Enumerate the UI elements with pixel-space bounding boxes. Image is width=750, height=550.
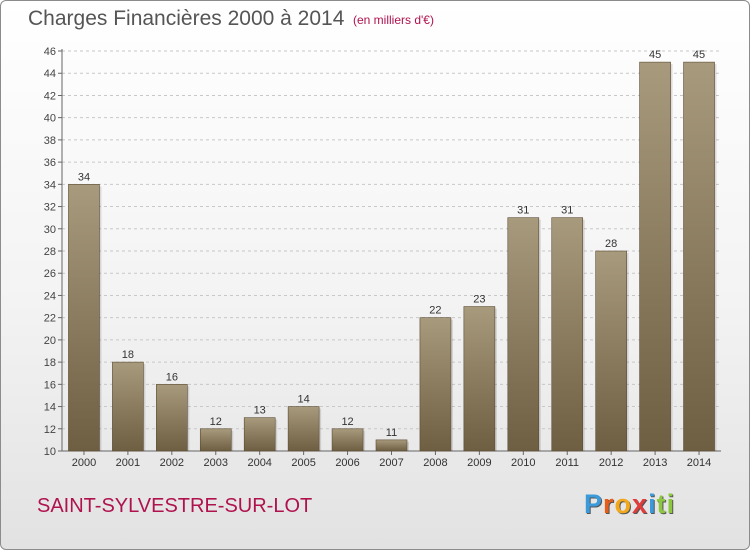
y-tick-label: 10 — [44, 446, 56, 458]
x-tick-label-2010: 2010 — [511, 457, 535, 469]
value-label-2002: 16 — [166, 371, 178, 383]
y-tick-label: 12 — [44, 424, 56, 436]
bar-2002 — [156, 384, 188, 452]
x-tick-label-2008: 2008 — [423, 457, 447, 469]
logo-letter: i — [666, 489, 676, 519]
bar-2014 — [683, 61, 715, 452]
labels: 34 2000 18 2001 16 2002 12 2003 13 2004 14 2005 12 20… — [72, 49, 712, 469]
y-tick-label: 42 — [44, 90, 56, 102]
logo-letter: r — [603, 489, 615, 519]
value-label-2007: 11 — [386, 427, 397, 439]
bar-2008 — [419, 317, 452, 452]
x-tick-label-2009: 2009 — [467, 457, 491, 469]
x-tick-label-2004: 2004 — [247, 457, 271, 469]
value-label-2006: 12 — [341, 416, 353, 428]
x-tick-label-2001: 2001 — [116, 457, 140, 469]
y-tick-label: 36 — [44, 157, 56, 169]
chart-title: Charges Financières 2000 à 2014 — [28, 7, 345, 30]
y-tick-label: 46 — [44, 46, 56, 58]
y-tick-label: 40 — [44, 113, 56, 125]
logo-letter: t — [656, 489, 667, 519]
logo-letter: P — [584, 489, 604, 519]
x-tick-label-2013: 2013 — [643, 457, 667, 469]
logo-letter: x — [632, 489, 649, 519]
bar-2012 — [595, 250, 627, 452]
logo-letter: o — [614, 489, 633, 519]
y-tick-label: 22 — [44, 313, 56, 325]
y-tick-label: 32 — [44, 202, 56, 214]
value-label-2009: 23 — [473, 294, 485, 306]
x-tick-label-2003: 2003 — [204, 457, 228, 469]
logo-letter: i — [648, 489, 657, 519]
value-label-2011: 31 — [561, 205, 573, 217]
y-tick-label: 16 — [44, 379, 56, 391]
bar-2004 — [243, 417, 276, 452]
x-tick-label-2000: 2000 — [72, 457, 96, 469]
axes: 10 12 14 16 18 20 22 24 26 28 30 32 34 36 38 40 42 44 46 — [44, 46, 721, 458]
bar-2013 — [639, 61, 671, 452]
bars — [68, 61, 717, 452]
y-tick-label: 24 — [44, 290, 56, 302]
bar-2005 — [287, 406, 320, 452]
x-tick-label-2012: 2012 — [599, 457, 623, 469]
y-tick-label: 28 — [44, 246, 56, 258]
y-tick-label: 26 — [44, 268, 56, 280]
x-tick-label-2007: 2007 — [379, 457, 403, 469]
value-label-2003: 12 — [210, 416, 222, 428]
value-label-2014: 45 — [693, 49, 705, 61]
value-label-2010: 31 — [517, 205, 529, 217]
y-tick-label: 30 — [44, 224, 56, 236]
x-tick-label-2011: 2011 — [555, 457, 579, 469]
x-tick-label-2006: 2006 — [335, 457, 359, 469]
bar-2010 — [507, 217, 540, 452]
value-label-2001: 18 — [122, 349, 134, 361]
bar-2006 — [331, 428, 364, 452]
x-tick-label-2014: 2014 — [687, 457, 711, 469]
commune-name: SAINT-SYLVESTRE-SUR-LOT — [37, 495, 313, 517]
y-tick-label: 34 — [44, 179, 56, 191]
bar-2007 — [375, 439, 408, 452]
value-label-2013: 45 — [649, 49, 661, 61]
y-tick-label: 14 — [44, 402, 56, 414]
bar-2000 — [68, 184, 100, 452]
value-label-2004: 13 — [254, 405, 266, 417]
value-label-2008: 22 — [429, 305, 441, 317]
proxiti-logo: Proxiti — [584, 489, 675, 520]
y-tick-label: 38 — [44, 135, 56, 147]
bar-2001 — [112, 361, 144, 452]
unit-note: (en milliers d'€) — [353, 13, 434, 27]
value-label-2005: 14 — [298, 394, 310, 406]
bar-2003 — [199, 428, 232, 452]
value-label-2012: 28 — [605, 238, 617, 250]
x-tick-label-2002: 2002 — [160, 457, 184, 469]
x-tick-label-2005: 2005 — [291, 457, 315, 469]
bar-2009 — [463, 306, 496, 452]
bar-2011 — [551, 217, 584, 452]
y-tick-label: 18 — [44, 357, 56, 369]
value-label-2000: 34 — [78, 171, 90, 183]
y-tick-label: 20 — [44, 335, 56, 347]
y-tick-label: 44 — [44, 68, 56, 80]
